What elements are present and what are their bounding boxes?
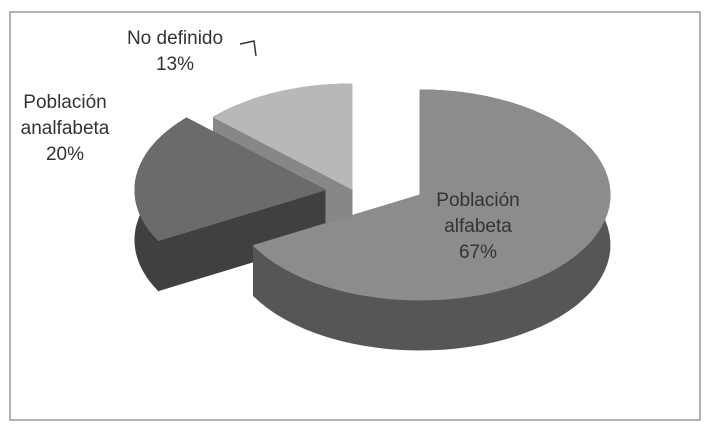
data-label: Población alfabeta 67% xyxy=(420,188,536,266)
leader-line xyxy=(239,40,257,57)
data-label: Población analfabeta 20% xyxy=(10,90,120,168)
slice-name: No definido xyxy=(126,28,224,49)
slice xyxy=(252,89,611,301)
slice xyxy=(134,117,327,242)
slice-name: Población alfabeta xyxy=(436,190,520,237)
slice-name: Población analfabeta xyxy=(20,92,110,139)
data-label: No definido 13% xyxy=(110,26,240,78)
slice-value: 67% xyxy=(458,242,498,263)
slice-value: 13% xyxy=(155,54,195,75)
slice-value: 20% xyxy=(45,144,85,165)
slice xyxy=(212,83,353,190)
